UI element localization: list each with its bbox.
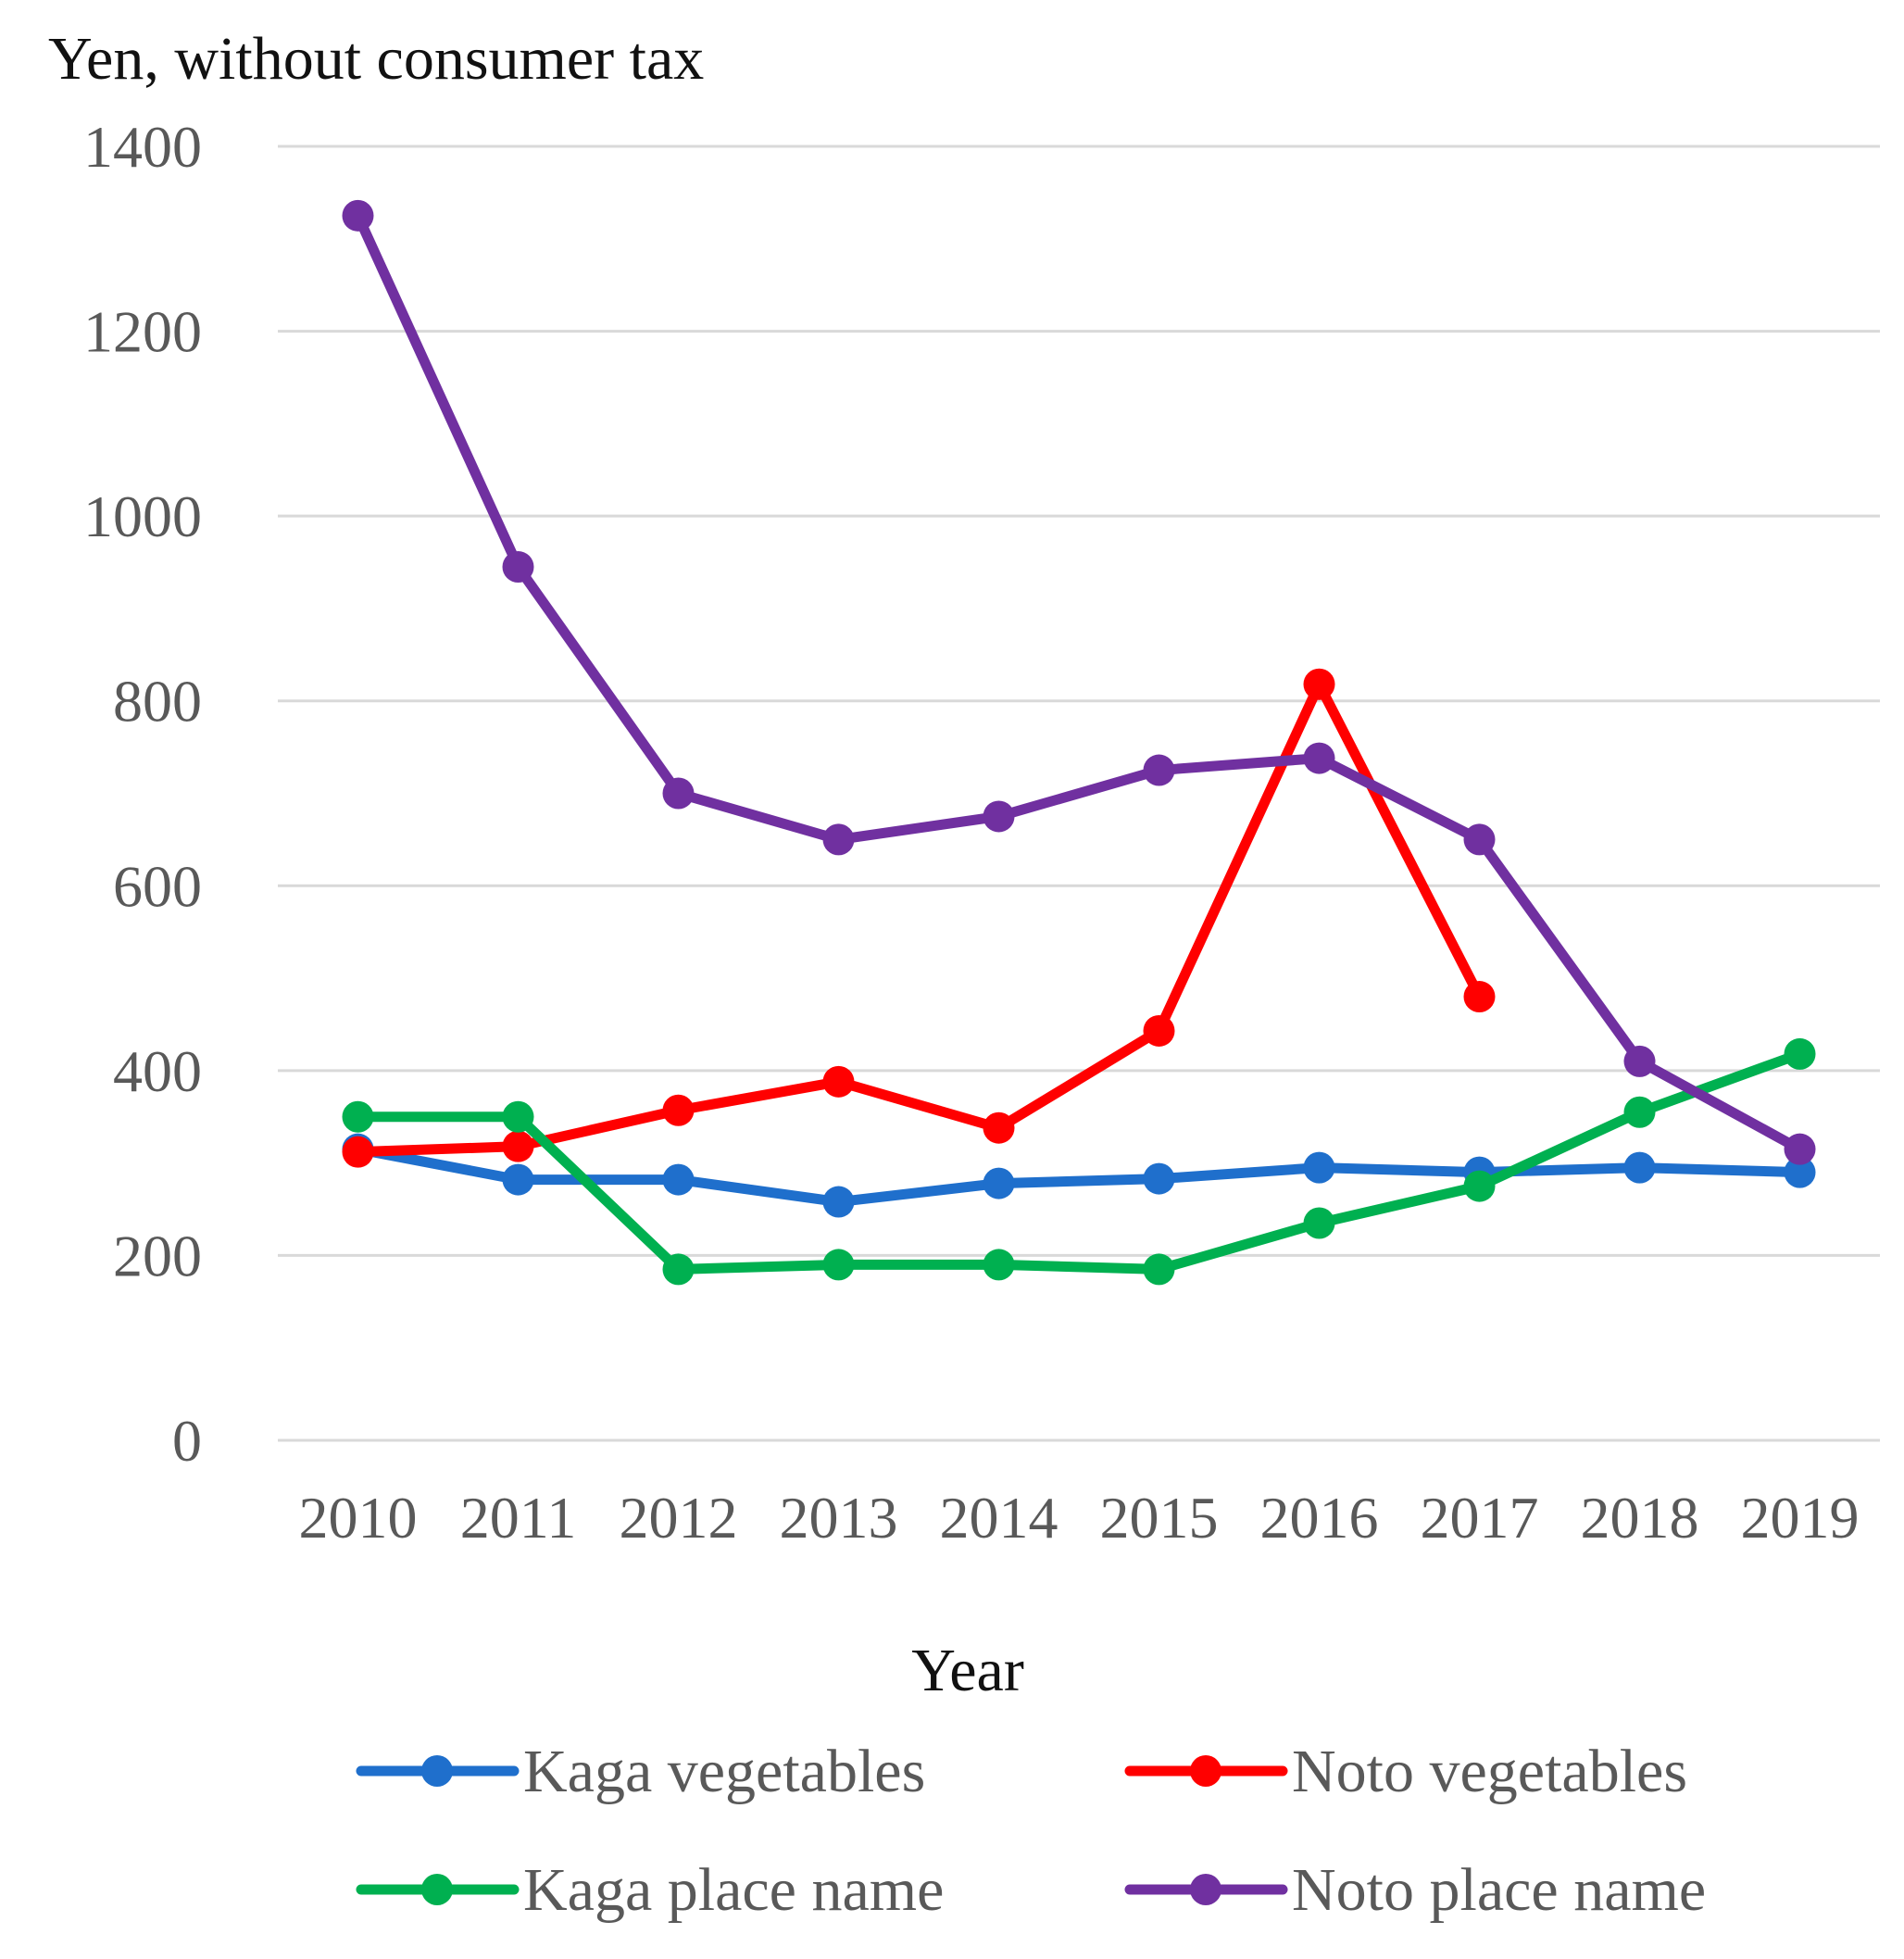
y-axis-title: Yen, without consumer tax xyxy=(48,25,704,93)
data-point xyxy=(822,823,855,856)
data-point xyxy=(342,199,374,232)
data-point xyxy=(1463,823,1496,856)
data-point xyxy=(983,1167,1015,1199)
data-point xyxy=(1303,1207,1335,1239)
data-point xyxy=(1784,1133,1816,1165)
legend-item: Noto vegetables xyxy=(1124,1738,1687,1805)
x-tick-label: 2019 xyxy=(1741,1485,1860,1551)
legend-swatch-marker xyxy=(421,1755,453,1787)
x-tick-label: 2016 xyxy=(1260,1485,1379,1551)
y-tick-label: 600 xyxy=(113,853,202,919)
x-tick-label: 2015 xyxy=(1100,1485,1219,1551)
legend-item: Kaga vegetables xyxy=(356,1738,925,1805)
series-line xyxy=(353,210,1805,1155)
data-point xyxy=(1143,1162,1175,1195)
legend-item: Noto place name xyxy=(1124,1856,1706,1924)
data-point xyxy=(1623,1045,1656,1077)
data-point xyxy=(1463,1170,1496,1202)
data-point xyxy=(502,1163,534,1196)
series-line xyxy=(353,1144,1805,1208)
legend-swatch-marker xyxy=(1190,1874,1221,1905)
x-tick-labels: 2010 2011 2012 2013 2014 2015 2016 2017 2018 2019 xyxy=(299,1485,1860,1551)
legend-label: Kaga place name xyxy=(523,1856,944,1924)
data-point xyxy=(1784,1156,1816,1188)
data-point xyxy=(983,800,1015,833)
series-noto-place-name xyxy=(342,199,1816,1165)
data-point xyxy=(662,1163,695,1196)
y-tick-label: 1000 xyxy=(83,483,202,549)
data-point xyxy=(662,777,695,810)
y-tick-label: 200 xyxy=(113,1223,202,1288)
data-point xyxy=(1623,1096,1656,1128)
data-point xyxy=(662,1094,695,1126)
data-point xyxy=(1143,754,1175,786)
legend-label: Noto place name xyxy=(1292,1856,1706,1924)
data-point xyxy=(983,1249,1015,1281)
y-tick-label: 0 xyxy=(172,1408,202,1474)
data-point xyxy=(502,1100,534,1133)
legend: Kaga vegetables Noto vegetables Kaga place… xyxy=(356,1738,1706,1924)
data-point xyxy=(1303,1151,1335,1184)
data-point xyxy=(342,1100,374,1133)
legend-swatch-marker xyxy=(421,1874,453,1905)
data-point xyxy=(1143,1253,1175,1286)
x-axis-title: Year xyxy=(911,1637,1024,1704)
x-tick-label: 2010 xyxy=(299,1485,418,1551)
data-point xyxy=(983,1111,1015,1144)
y-tick-labels: 0 200 400 600 800 1000 1200 1400 xyxy=(83,114,202,1474)
data-point xyxy=(502,1130,534,1162)
x-tick-label: 2013 xyxy=(780,1485,898,1551)
series-line xyxy=(353,1049,1805,1275)
data-point xyxy=(1623,1151,1656,1184)
legend-item: Kaga place name xyxy=(356,1856,944,1924)
x-tick-label: 2017 xyxy=(1421,1485,1539,1551)
data-point xyxy=(822,1065,855,1098)
series-layer xyxy=(342,199,1816,1286)
data-point xyxy=(502,551,534,584)
gridlines xyxy=(278,144,1880,1442)
legend-swatch-marker xyxy=(1190,1755,1221,1787)
data-point xyxy=(1303,668,1335,700)
x-tick-label: 2018 xyxy=(1581,1485,1699,1551)
legend-label: Kaga vegetables xyxy=(523,1738,925,1805)
y-tick-label: 1200 xyxy=(83,299,202,365)
series-kaga-place-name xyxy=(342,1037,1816,1286)
data-point xyxy=(822,1249,855,1281)
data-point xyxy=(662,1253,695,1286)
x-tick-label: 2014 xyxy=(940,1485,1058,1551)
series-kaga-vegetables xyxy=(342,1133,1816,1218)
data-point xyxy=(1143,1014,1175,1047)
x-tick-label: 2012 xyxy=(620,1485,738,1551)
data-point xyxy=(1303,742,1335,774)
y-tick-label: 1400 xyxy=(83,114,202,180)
data-point xyxy=(1784,1037,1816,1070)
x-tick-label: 2011 xyxy=(460,1485,577,1551)
data-point xyxy=(822,1186,855,1218)
y-tick-label: 400 xyxy=(113,1038,202,1104)
y-tick-label: 800 xyxy=(113,669,202,735)
data-point xyxy=(342,1136,374,1168)
legend-label: Noto vegetables xyxy=(1292,1738,1687,1805)
data-point xyxy=(1463,981,1496,1013)
